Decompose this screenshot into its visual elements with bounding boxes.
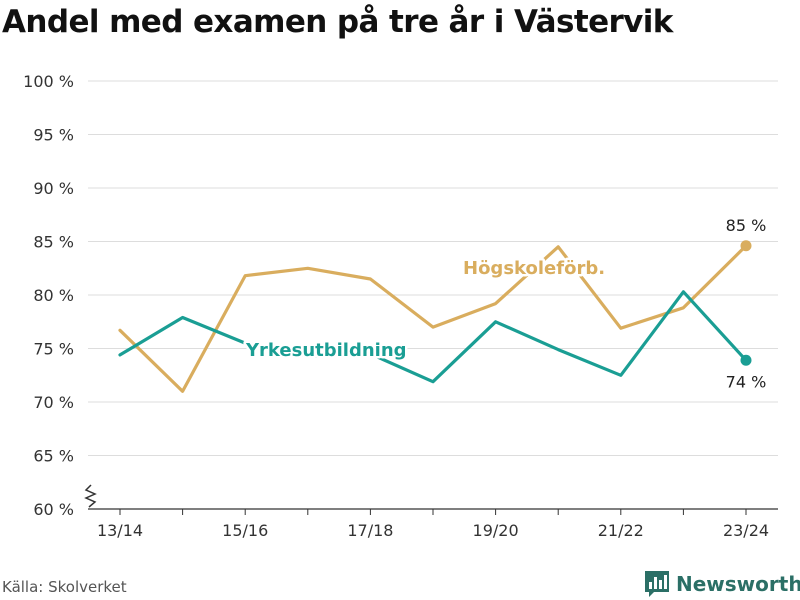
y-tick-label: 100 % <box>23 72 74 91</box>
y-tick-label: 90 % <box>33 179 74 198</box>
end-value-label-1: 74 % <box>726 372 767 391</box>
x-tick-label: 21/22 <box>598 521 644 540</box>
x-axis: 13/14 15/16 17/18 19/20 21/22 23/24 <box>84 484 778 540</box>
series-line-0 <box>118 244 748 393</box>
brand-logo: Newsworthy <box>644 570 800 598</box>
series-labels: 85 % 74 % Högskoleförb. Yrkesutbildning <box>243 216 767 391</box>
y-axis-tick-labels: 60 % 65 % 70 % 75 % 80 % 85 % 90 % 95 % 100 % <box>23 72 74 519</box>
gridlines <box>88 80 778 456</box>
y-tick-label: 70 % <box>33 393 74 412</box>
y-tick-label: 85 % <box>33 233 74 252</box>
brand-name: Newsworthy <box>676 572 800 596</box>
y-tick-label: 65 % <box>33 447 74 466</box>
x-tick-label: 19/20 <box>473 521 519 540</box>
y-tick-label: 95 % <box>33 126 74 145</box>
series-lines <box>118 240 752 393</box>
axis-break-icon <box>84 484 97 508</box>
y-tick-label: 60 % <box>33 500 74 519</box>
chart-title: Andel med examen på tre år i Västervik <box>2 4 673 40</box>
source-note: Källa: Skolverket <box>2 578 127 596</box>
y-tick-label: 80 % <box>33 286 74 305</box>
series-name-label: Yrkesutbildning <box>245 340 407 361</box>
x-tick-label: 13/14 <box>97 521 143 540</box>
end-value-label-0: 85 % <box>726 216 767 235</box>
bar-chart-logo-icon <box>645 571 669 597</box>
series-end-point-0 <box>740 240 752 252</box>
x-tick-label: 23/24 <box>723 521 769 540</box>
series-line-1 <box>118 290 748 384</box>
series-end-point-1 <box>740 354 752 366</box>
x-tick-label: 15/16 <box>222 521 268 540</box>
y-tick-label: 75 % <box>33 340 74 359</box>
series-name-label: Högskoleförb. <box>463 258 605 279</box>
x-tick-label: 17/18 <box>347 521 393 540</box>
